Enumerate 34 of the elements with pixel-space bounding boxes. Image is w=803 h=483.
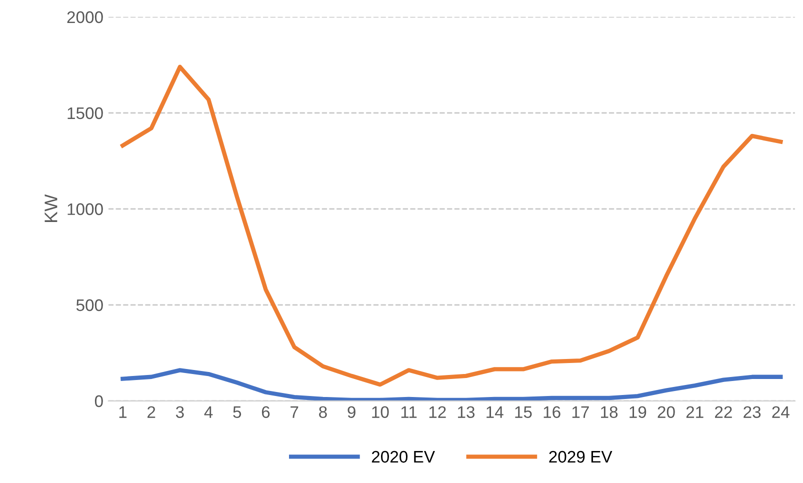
x-tick-label: 3 — [176, 406, 184, 418]
x-tick-label: 24 — [772, 406, 790, 418]
y-tick-label: 0 — [94, 395, 103, 408]
x-tick-label: 13 — [458, 406, 475, 418]
y-tick-label: 1500 — [68, 107, 103, 120]
x-tick-label: 18 — [601, 406, 618, 418]
x-tick-label: 16 — [544, 406, 560, 418]
y-tick-label: 1000 — [68, 203, 103, 216]
y-tick-label: 500 — [76, 299, 103, 312]
x-tick-label: 8 — [319, 406, 327, 418]
legend-label: 2029 EV — [549, 450, 612, 463]
y-axis-title: KW — [44, 194, 58, 222]
x-tick-label: 20 — [658, 406, 675, 418]
x-tick-label: 14 — [486, 406, 504, 418]
x-tick-label: 10 — [372, 406, 389, 418]
x-tick-label: 23 — [744, 406, 761, 418]
x-tick-label: 12 — [429, 406, 446, 418]
x-tick-label: 15 — [515, 406, 532, 418]
line-series — [120, 368, 783, 401]
x-tick-label: 17 — [572, 406, 589, 418]
y-tick-label: 2000 — [67, 11, 103, 24]
legend-label: 2020 EV — [372, 450, 435, 463]
line-series — [120, 64, 783, 387]
x-tick-label: 22 — [715, 406, 732, 418]
x-tick-label: 4 — [204, 406, 213, 418]
x-tick-label: 5 — [233, 406, 242, 418]
x-tick-label: 7 — [290, 406, 298, 418]
x-tick-label: 1 — [119, 406, 127, 418]
x-tick-label: 2 — [148, 406, 156, 418]
x-tick-label: 11 — [401, 406, 417, 418]
x-tick-label: 19 — [630, 406, 646, 418]
x-tick-label: 6 — [262, 406, 270, 418]
x-tick-label: 21 — [686, 406, 704, 418]
x-tick-label: 9 — [348, 406, 356, 418]
